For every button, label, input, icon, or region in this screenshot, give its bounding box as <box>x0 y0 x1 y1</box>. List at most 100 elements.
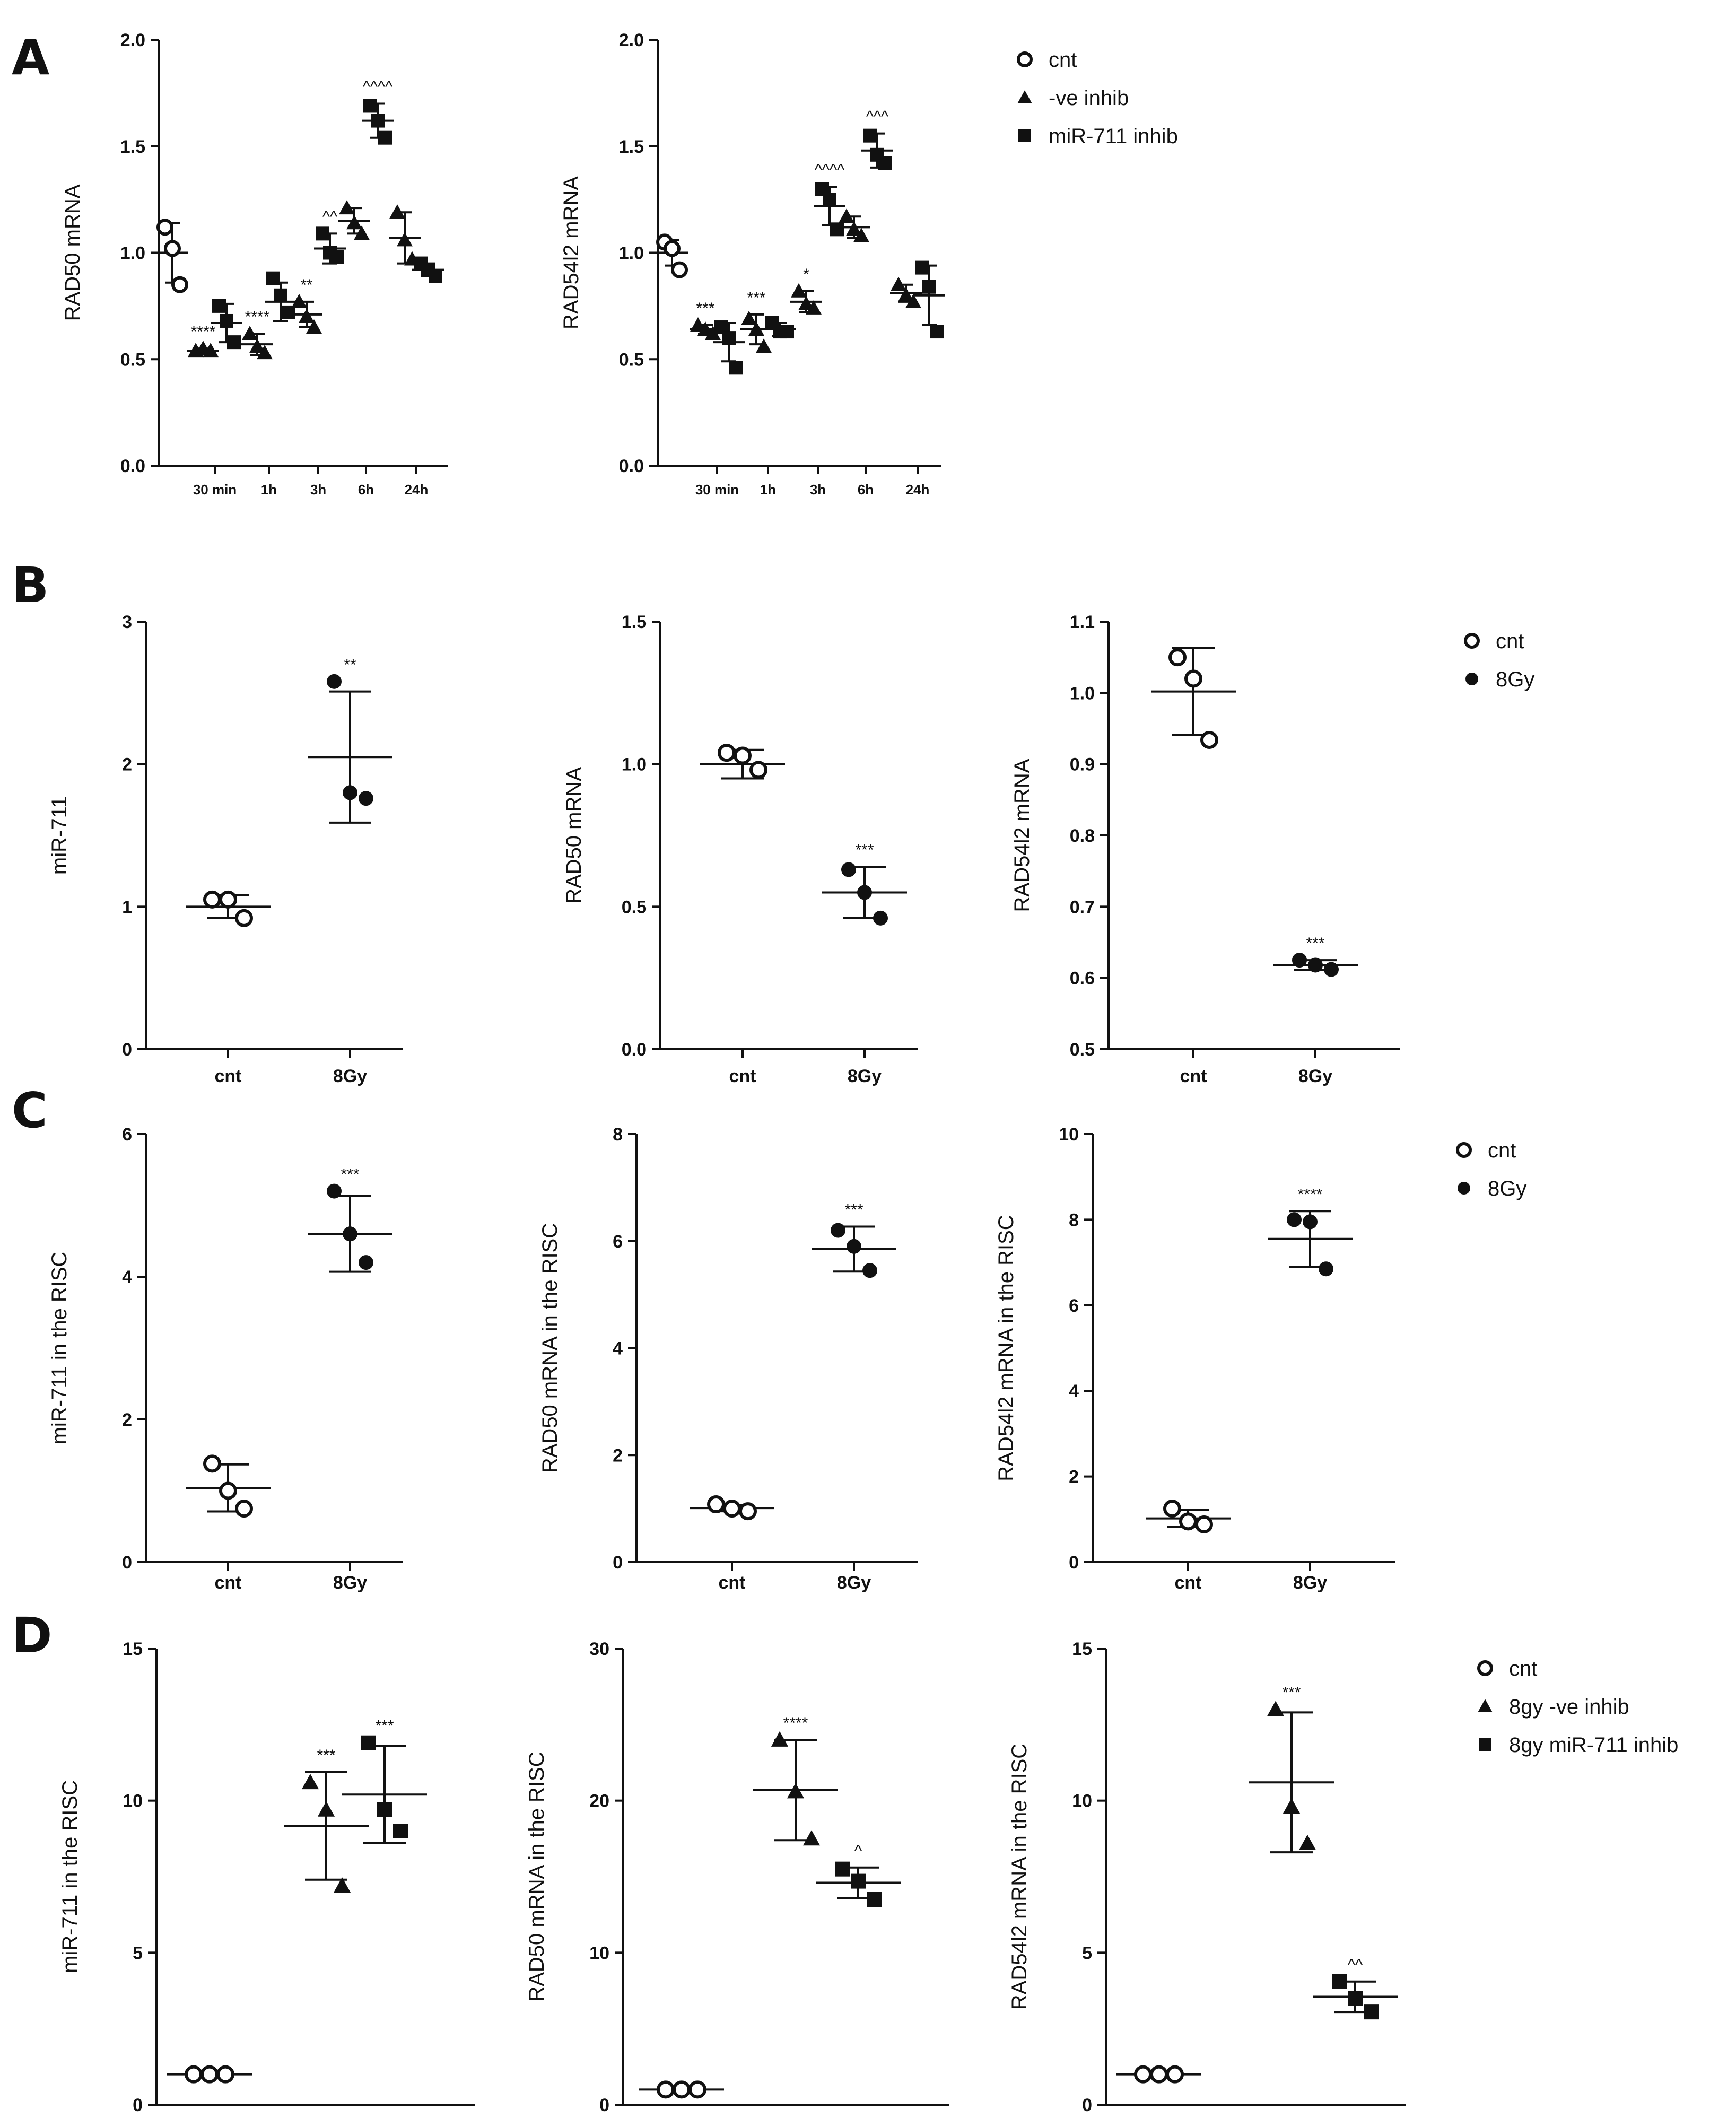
y-tick-label: 2 <box>1069 1467 1079 1487</box>
data-point <box>219 1481 237 1500</box>
data-group-1 <box>1146 1500 1231 1533</box>
x-tick-label: cnt <box>729 1066 756 1086</box>
data-group-4: *** <box>740 289 772 353</box>
data-point <box>343 1226 357 1242</box>
significance-label: **** <box>191 323 216 341</box>
data-point <box>806 300 822 315</box>
data-group-11 <box>913 260 945 339</box>
data-point <box>891 276 906 291</box>
chart-11: 0 5 10 15 RAD54l2 mRNA in the RISC *** ^^ <box>1008 1639 1406 2115</box>
data-group-7: ^^^^ <box>814 161 845 237</box>
chart-2: 0.0 0.5 1.0 1.5 2.0 RAD54l2 mRNA 30 min 1h 3h 6h 2… <box>560 30 945 498</box>
data-group-2: *** <box>1249 1684 1334 1854</box>
legend-label: miR-711 inhib <box>1049 125 1178 148</box>
data-group-8 <box>338 200 370 240</box>
y-axis-label: RAD50 mRNA in the RISC <box>538 1223 562 1473</box>
data-group-2: *** <box>812 1201 896 1278</box>
x-tick-label: cnt <box>1180 1066 1207 1086</box>
data-point <box>203 343 219 358</box>
data-point <box>741 311 757 325</box>
legend-marker <box>1464 633 1480 649</box>
data-point <box>257 345 273 360</box>
y-tick-label: 4 <box>122 1267 132 1287</box>
data-point <box>156 219 173 236</box>
data-group-2: *** <box>284 1747 369 1893</box>
legend-label: 8gy miR-711 inhib <box>1509 1733 1678 1757</box>
significance-label: *** <box>696 300 714 317</box>
chart-8: 0 2 4 6 8 10 RAD54l2 mRNA in the RISC cnt 8Gy ***… <box>995 1125 1395 1593</box>
data-point <box>673 2080 691 2099</box>
data-point <box>1324 962 1339 977</box>
y-tick-label: 1.5 <box>120 137 145 157</box>
significance-label: ^^ <box>1348 1956 1363 1974</box>
significance-label: **** <box>245 308 270 326</box>
data-point <box>780 325 794 339</box>
x-tick-label: 6h <box>358 482 374 498</box>
data-point <box>203 890 221 909</box>
data-group-2: **** <box>1268 1186 1353 1277</box>
y-tick-label: 4 <box>613 1339 623 1359</box>
data-point <box>791 283 807 298</box>
significance-label: **** <box>783 1714 808 1732</box>
y-tick-label: 0.5 <box>622 897 647 917</box>
data-point <box>664 240 681 257</box>
data-point <box>1163 1500 1181 1518</box>
y-tick-label: 0.5 <box>619 350 644 370</box>
significance-label: *** <box>747 289 765 307</box>
y-tick-label: 0.9 <box>1070 755 1095 775</box>
data-group-9: ^^^ <box>861 108 893 170</box>
data-point <box>771 1731 789 1747</box>
data-point <box>371 114 385 128</box>
data-point <box>203 1454 221 1473</box>
data-point <box>216 2065 234 2084</box>
data-point <box>857 885 872 900</box>
data-point <box>915 260 929 275</box>
data-group-6: * <box>790 266 822 315</box>
y-axis-label: RAD54l2 mRNA in the RISC <box>1008 1744 1031 2010</box>
chart-6: 0 2 4 6 miR-711 in the RISC cnt 8Gy *** <box>48 1125 403 1593</box>
data-point <box>1283 1798 1301 1814</box>
data-group-2: *** <box>1273 935 1358 977</box>
significance-label: *** <box>341 1166 359 1183</box>
y-tick-label: 6 <box>613 1232 623 1252</box>
data-group-5 <box>265 271 296 322</box>
data-point <box>749 761 767 779</box>
data-group-11 <box>412 256 444 283</box>
data-point <box>333 1877 351 1893</box>
data-point <box>1348 1991 1363 2006</box>
data-point <box>851 1873 866 1889</box>
y-axis-label: miR-711 in the RISC <box>58 1780 82 1973</box>
legend-marker <box>1017 51 1033 67</box>
data-group-1 <box>167 2065 252 2084</box>
significance-label: ^^^^ <box>815 161 844 179</box>
data-group-1 <box>656 233 688 278</box>
data-point <box>1319 1261 1333 1277</box>
data-point <box>873 910 888 926</box>
data-point <box>835 1861 850 1877</box>
y-tick-label: 1.0 <box>622 755 647 775</box>
data-point <box>905 293 921 308</box>
legend-marker <box>1456 1142 1472 1158</box>
data-point <box>219 890 237 909</box>
y-tick-label: 0 <box>133 2095 143 2115</box>
data-point <box>847 1239 861 1254</box>
y-tick-label: 0.5 <box>120 350 145 370</box>
data-point <box>429 269 442 283</box>
y-axis-label: miR-711 in the RISC <box>48 1252 71 1445</box>
y-tick-label: 2.0 <box>120 30 145 50</box>
significance-label: ** <box>344 656 356 674</box>
data-point <box>863 128 877 143</box>
data-point <box>378 130 392 145</box>
significance-label: ** <box>300 276 313 294</box>
x-tick-label: 30 min <box>193 482 237 498</box>
legend-label: cnt <box>1509 1657 1537 1680</box>
y-tick-label: 1.0 <box>120 243 145 264</box>
legend-b: cnt 8Gy <box>1464 630 1534 691</box>
chart-5: 0.5 0.6 0.7 0.8 0.9 1.0 1.1 RAD54l2 mRNA cnt 8Gy *… <box>1010 612 1400 1086</box>
data-point <box>787 1783 805 1799</box>
legend-marker <box>1458 1182 1470 1195</box>
x-tick-label: 30 min <box>695 482 739 498</box>
data-point <box>301 1774 319 1790</box>
x-tick-label: 1h <box>261 482 277 498</box>
data-point <box>729 361 743 375</box>
